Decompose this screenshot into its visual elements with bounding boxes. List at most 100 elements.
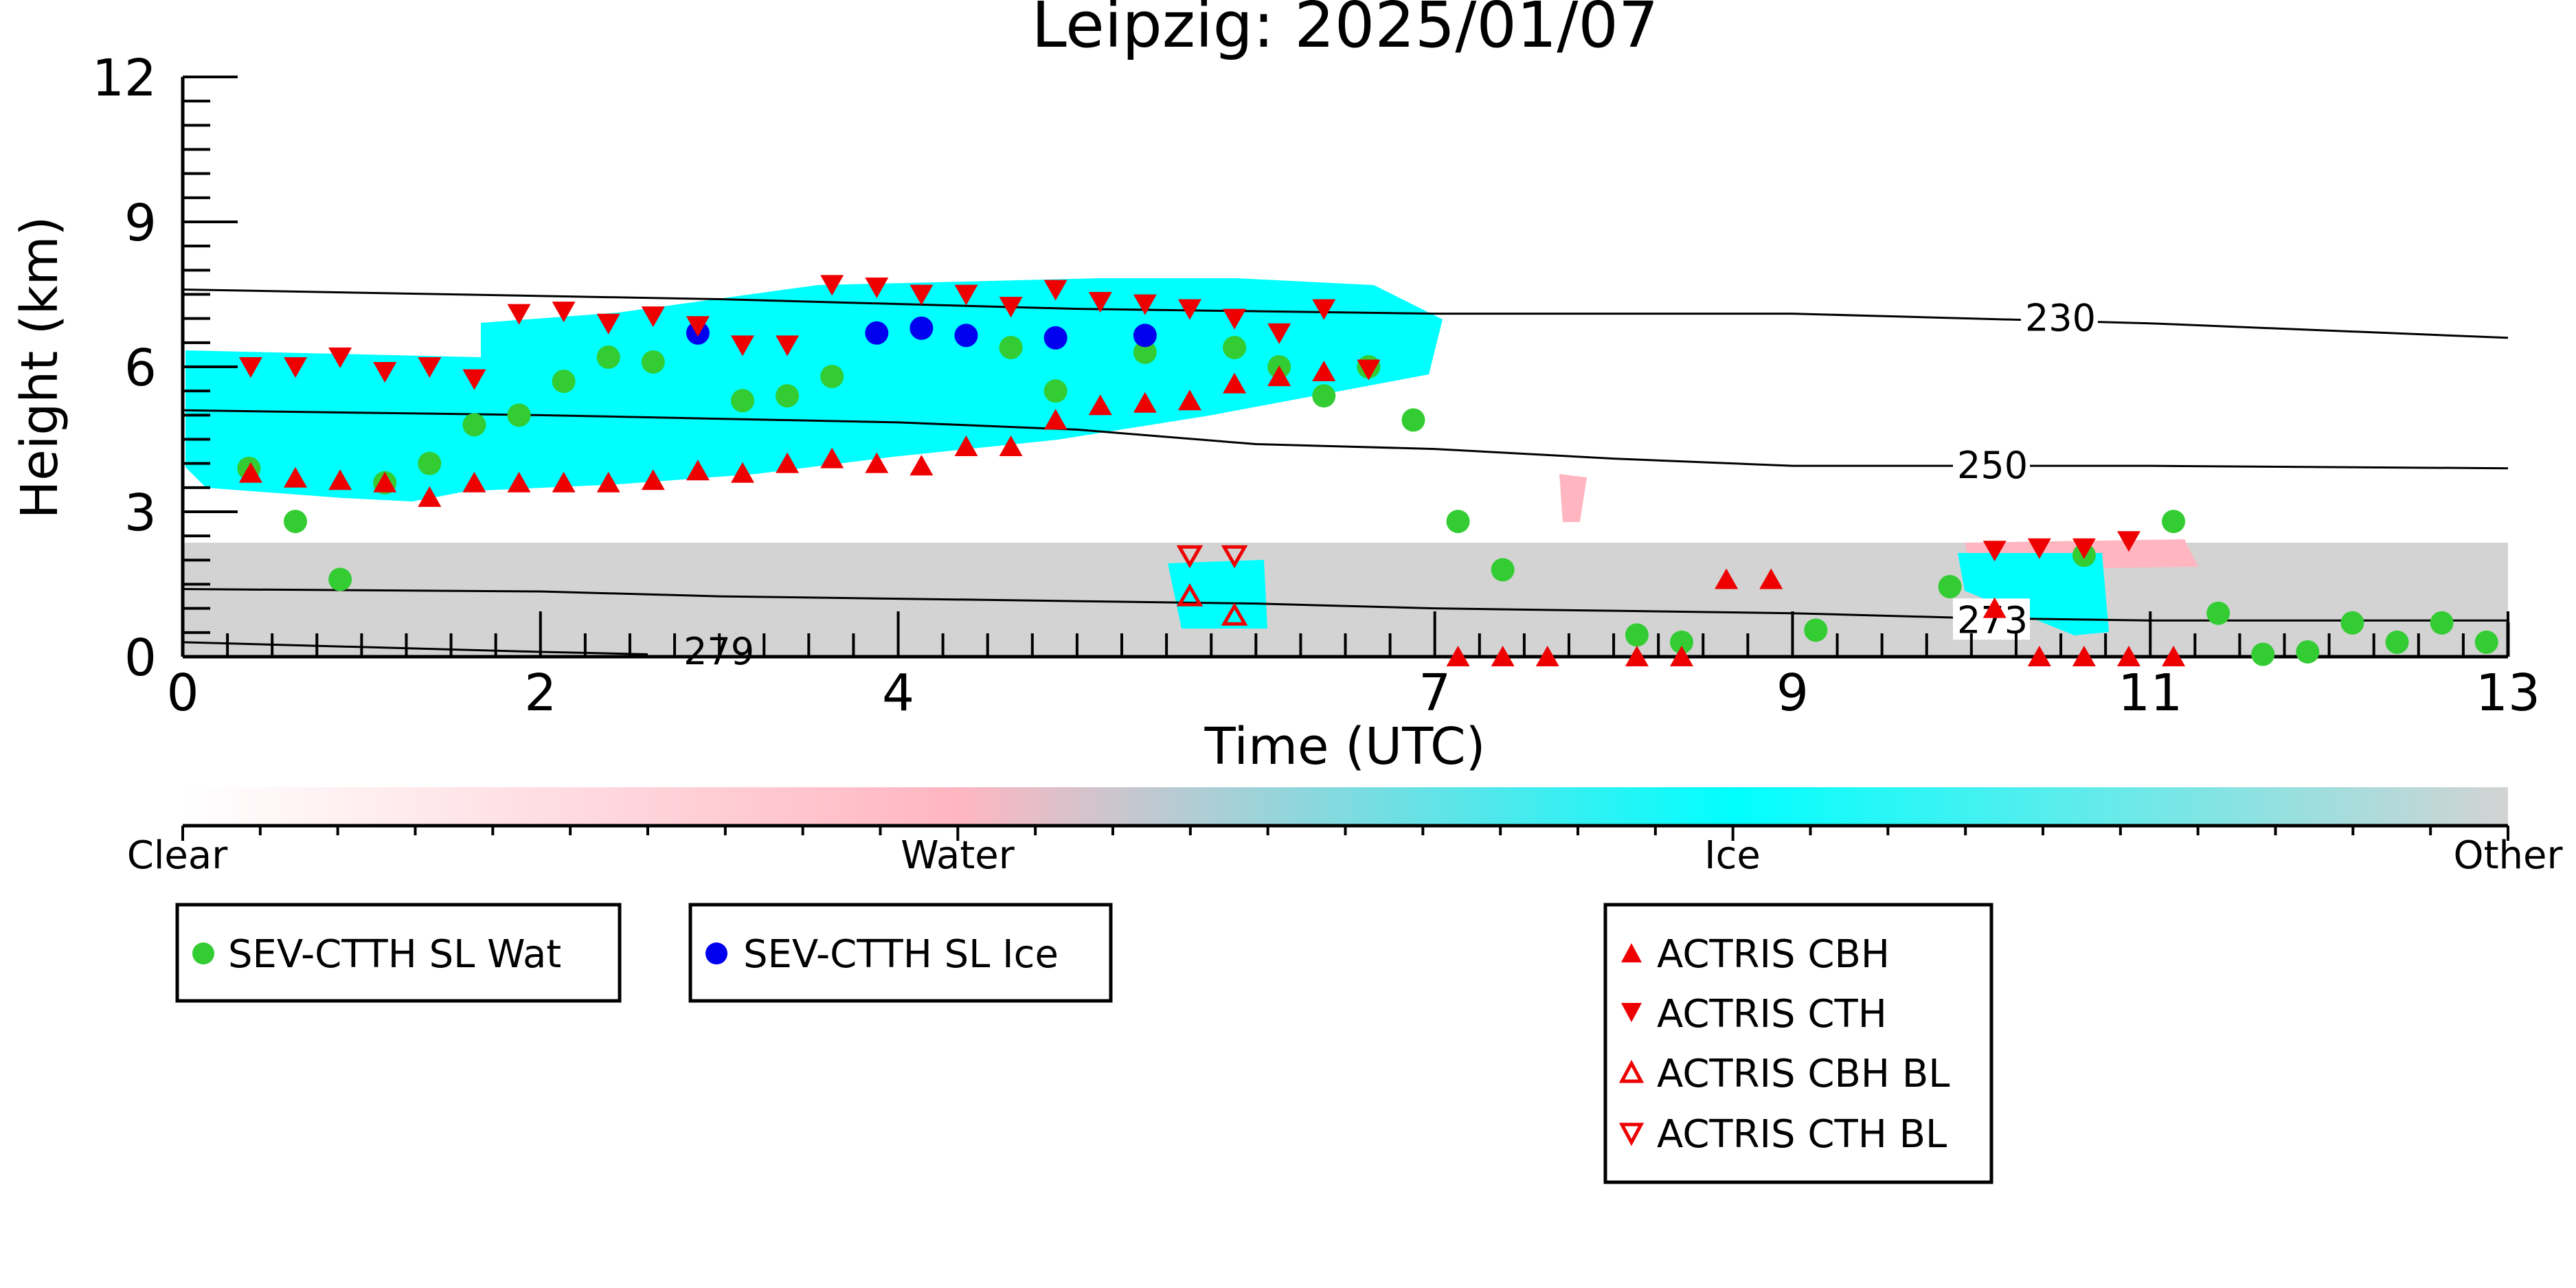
colorbar-label-other: Other [2453,833,2563,878]
point-actris-cbh [1491,646,1515,666]
contour-label-bg-250 [1953,444,2031,486]
legend-actris: ACTRIS CBH ACTRIS CTH ACTRIS CBH BL ACTR… [1603,903,1993,1184]
point-sev-ctth-sl-wat [1804,618,1828,642]
x-axis-label: Time (UTC) [1204,717,1485,776]
x-tick-label: 4 [882,664,914,723]
point-actris-cth [328,347,352,368]
point-actris-cbh [1625,646,1649,666]
point-actris-cbh [2072,646,2096,666]
point-actris-cth [284,357,308,378]
point-actris-cbh [2162,646,2186,666]
ice-cloud-fragment [1168,560,1267,629]
point-sev-ctth-sl-wat [1446,510,1470,534]
point-actris-cth [1133,294,1157,315]
point-sev-ctth-sl-wat [507,403,531,427]
legend-marker-sev-wat [192,942,214,964]
y-tick-label: 6 [124,339,157,398]
x-tick-label: 2 [524,664,556,723]
point-actris-cbh [820,447,844,468]
y-tick-label: 3 [124,484,157,543]
point-sev-ctth-sl-wat [2474,630,2498,654]
point-actris-cth [909,284,934,306]
point-sev-ctth-sl-ice [1133,324,1157,348]
point-actris-cth [1177,299,1201,320]
point-sev-ctth-sl-ice [1043,326,1067,350]
legend-label-sev-wat: SEV-CTTH SL Wat [228,932,561,977]
point-actris-cth [2027,538,2051,559]
point-actris-cbh [1223,372,1247,394]
point-sev-ctth-sl-wat [1938,575,1962,599]
point-actris-cth [641,306,665,328]
point-actris-cth [1088,292,1112,313]
point-sev-ctth-sl-wat [2206,601,2230,625]
point-actris-cth [373,362,397,383]
point-actris-cbh [238,462,262,483]
point-actris-cbh [686,460,710,481]
point-actris-cth [1312,299,1336,320]
point-sev-ctth-sl-wat [2162,510,2186,534]
y-tick-label: 9 [124,194,157,253]
y-axis-label: Height (km) [10,216,69,519]
legend-marker-actris-cbh-bl [1618,1059,1645,1083]
point-actris-cbh [1535,646,1559,666]
point-actris-cth [731,335,755,357]
legend-sev-ice: SEV-CTTH SL Ice [688,903,1113,1003]
legend-label-actris-cbh-bl: ACTRIS CBH BL [1657,1052,1950,1096]
point-actris-cbh [552,471,576,493]
point-sev-ctth-sl-wat [596,345,620,369]
point-sev-ctth-sl-wat [776,384,800,408]
legend-sev-wat: SEV-CTTH SL Wat [175,903,622,1003]
point-actris-cth [1267,323,1291,344]
point-actris-cbh [373,471,397,493]
point-actris-cbh [776,452,800,473]
point-actris-cth [1043,280,1067,301]
point-sev-ctth-sl-wat [462,413,486,437]
point-actris-cth [1982,541,2007,562]
point-actris-cth [462,369,486,390]
point-actris-cbh [1312,361,1336,382]
chart-title: Leipzig: 2025/01/07 [1032,0,1659,62]
water-cloud-fragment [1559,474,1587,522]
point-actris-cbh [1177,389,1201,411]
legend-marker-actris-cbh [1621,943,1642,962]
point-actris-cth [238,357,262,378]
point-sev-ctth-sl-wat [2296,640,2320,664]
point-actris-cbh [909,455,934,476]
contour-label-250: 250 [1957,444,2028,487]
contour-label-230: 230 [2025,297,2096,340]
point-actris-cth-bl [1176,545,1204,569]
point-sev-ctth-sl-wat [1491,558,1515,582]
point-actris-cbh [596,471,620,493]
point-actris-cth [552,302,576,323]
point-sev-ctth-sl-wat [641,350,665,374]
point-sev-ctth-sl-wat [1312,384,1336,408]
point-actris-cbh [284,466,308,488]
point-actris-cbh [418,486,442,507]
point-sev-ctth-sl-wat [1223,335,1247,359]
x-tick-label: 7 [1419,664,1451,723]
legend-label-actris-cth: ACTRIS CTH [1657,992,1887,1037]
point-actris-cbh [1982,597,2007,618]
point-actris-cbh [1267,365,1291,387]
colorbar: Clear Water Ice Other [127,787,2563,878]
point-sev-ctth-sl-wat [1043,379,1067,403]
point-sev-ctth-sl-wat [731,389,755,413]
x-tick-label: 13 [2476,664,2540,723]
legend-marker-actris-cth-bl [1618,1122,1645,1146]
legend-label-actris-cth-bl: ACTRIS CTH BL [1657,1112,1947,1157]
point-actris-cth [999,297,1023,318]
point-actris-cth [865,277,889,298]
x-tick-label: 11 [2118,664,2182,723]
point-actris-cth [954,284,978,306]
point-actris-cbh [731,462,755,483]
point-actris-cbh [641,469,665,490]
legend-label-actris-cbh: ACTRIS CBH [1657,932,1890,977]
point-sev-ctth-sl-wat [2340,611,2364,635]
point-actris-cbh [1088,394,1112,416]
point-actris-cbh [1670,646,1694,666]
ice-cloud-fragment-2 [1958,553,2109,635]
point-sev-ctth-sl-wat [418,451,442,475]
colorbar-label-ice: Ice [1704,833,1761,878]
point-actris-cth [507,304,531,325]
y-tick-label: 0 [124,629,157,688]
